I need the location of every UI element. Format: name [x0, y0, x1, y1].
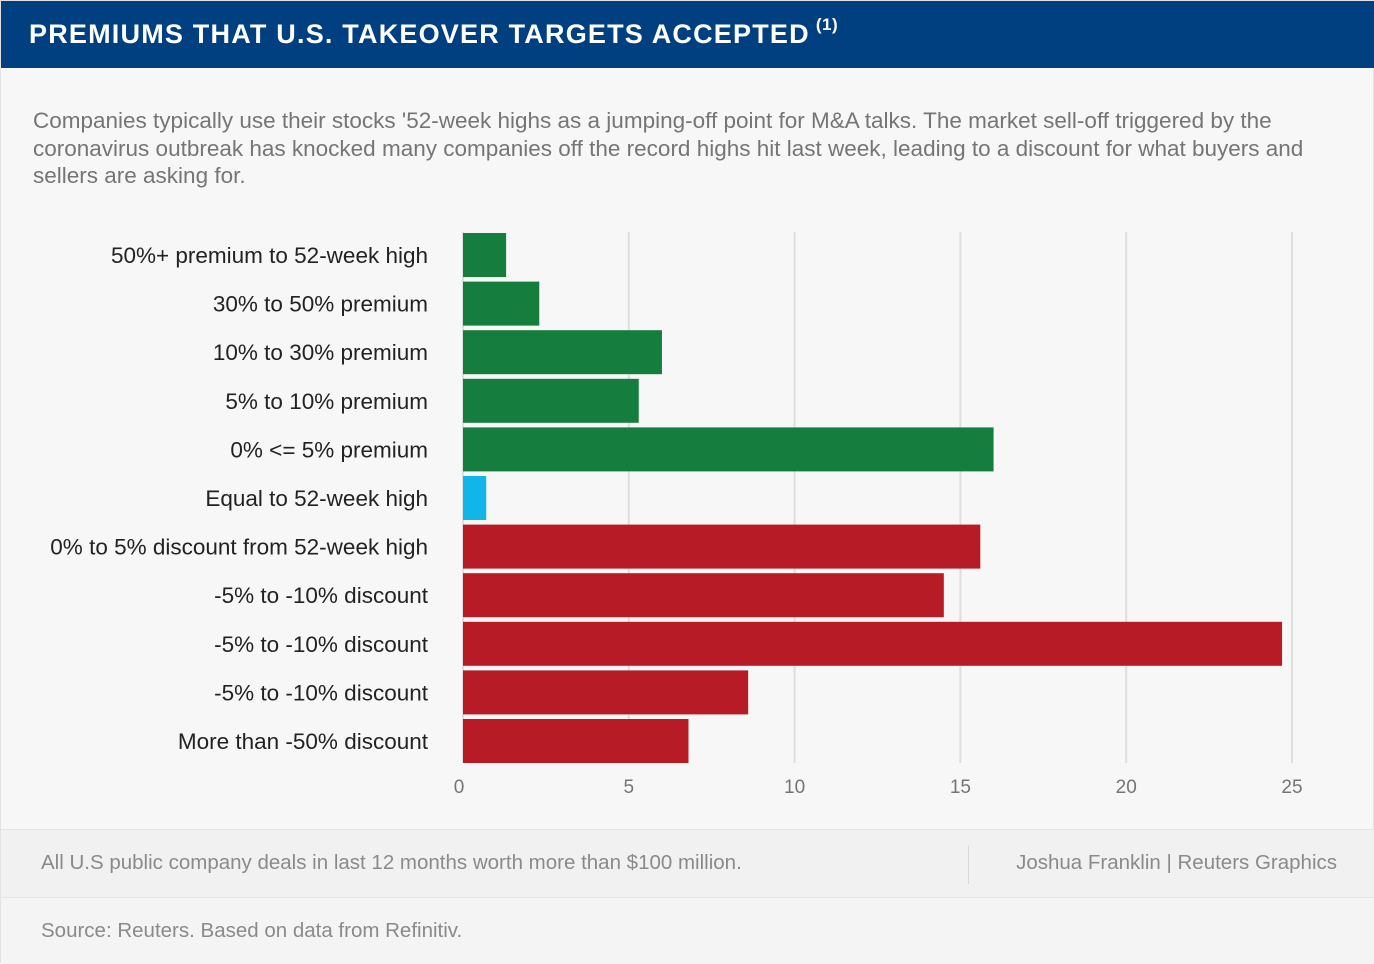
bar-discount	[463, 670, 748, 714]
category-label: -5% to -10% discount	[214, 632, 429, 657]
category-labels: 50%+ premium to 52-week high 30% to 50% p…	[50, 243, 428, 754]
x-tick-label: 5	[624, 777, 635, 798]
bar-premium	[463, 282, 539, 326]
graphic-frame: PREMIUMS THAT U.S. TAKEOVER TARGETS ACCE…	[0, 0, 1374, 963]
category-label: 30% to 50% premium	[213, 292, 428, 317]
x-tick-label: 15	[950, 777, 971, 798]
footer-note: All U.S public company deals in last 12 …	[41, 851, 742, 875]
bar-premium	[463, 233, 506, 277]
category-label: 0% <= 5% premium	[230, 437, 428, 462]
category-label: 10% to 30% premium	[213, 340, 428, 365]
bar-equal	[463, 476, 486, 520]
bar-chart: 50%+ premium to 52-week high 30% to 50% p…	[1, 1, 1374, 831]
bar-premium	[463, 427, 994, 471]
category-label: Equal to 52-week high	[205, 486, 428, 511]
category-label: 0% to 5% discount from 52-week high	[50, 535, 428, 560]
category-label: -5% to -10% discount	[214, 583, 429, 608]
bar-discount	[463, 622, 1282, 666]
footer-credit: Joshua Franklin | Reuters Graphics	[1016, 851, 1337, 875]
bar-discount	[463, 719, 688, 763]
footer-source: Source: Reuters. Based on data from Refi…	[41, 919, 462, 943]
footer-note-bar: All U.S public company deals in last 12 …	[1, 829, 1374, 897]
bar-premium	[463, 330, 662, 374]
footer-divider	[968, 846, 969, 884]
category-label: -5% to -10% discount	[214, 680, 429, 705]
bar-discount	[463, 573, 944, 617]
bars	[463, 233, 1282, 763]
footer-source-bar: Source: Reuters. Based on data from Refi…	[1, 897, 1374, 964]
bar-premium	[463, 379, 639, 423]
category-label: More than -50% discount	[178, 729, 429, 754]
x-tick-label: 0	[454, 777, 465, 798]
bar-discount	[463, 525, 980, 569]
x-tick-label: 10	[784, 777, 805, 798]
x-axis-ticks: 0 5 10 15 20 25	[454, 777, 1303, 798]
x-tick-label: 20	[1116, 777, 1137, 798]
category-label: 5% to 10% premium	[225, 389, 428, 414]
category-label: 50%+ premium to 52-week high	[111, 243, 428, 268]
x-tick-label: 25	[1281, 777, 1302, 798]
